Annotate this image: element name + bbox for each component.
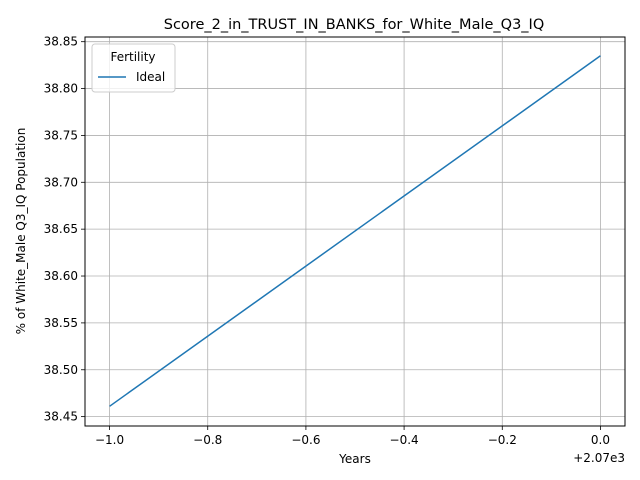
x-axis: −1.0 −0.8 −0.6 −0.4 −0.2 0.0 — [95, 426, 610, 447]
x-tick-label: −0.8 — [193, 433, 222, 447]
y-axis-label: % of White_Male Q3_IQ Population — [14, 128, 28, 335]
y-tick-label: 38.70 — [44, 175, 78, 189]
x-axis-offset-label: +2.07e3 — [573, 451, 625, 465]
y-tick-label: 38.75 — [44, 128, 78, 142]
y-tick-label: 38.55 — [44, 316, 78, 330]
series-layer — [109, 55, 601, 407]
legend: Fertility Ideal — [91, 43, 176, 93]
x-tick-label: 0.0 — [591, 433, 610, 447]
x-axis-label: Years — [338, 452, 371, 466]
y-axis: 38.45 38.50 38.55 38.60 38.65 38.70 38.75 38.80… — [44, 35, 85, 424]
y-tick-label: 38.80 — [44, 82, 78, 96]
x-tick-label: −0.2 — [488, 433, 517, 447]
legend-title: Fertility — [110, 50, 155, 64]
x-tick-label: −0.4 — [390, 433, 419, 447]
x-tick-label: −1.0 — [95, 433, 124, 447]
plot-area-frame — [84, 36, 626, 427]
legend-box — [91, 43, 176, 93]
x-tick-label: −0.6 — [291, 433, 320, 447]
series-line-ideal — [109, 55, 601, 407]
chart-title: Score_2_in_TRUST_IN_BANKS_for_White_Male… — [164, 17, 544, 33]
y-tick-label: 38.50 — [44, 363, 78, 377]
y-tick-label: 38.60 — [44, 269, 78, 283]
legend-label-ideal: Ideal — [136, 70, 165, 84]
y-tick-label: 38.65 — [44, 222, 78, 236]
grid — [85, 37, 625, 426]
y-tick-label: 38.85 — [44, 35, 78, 49]
y-tick-label: 38.45 — [44, 410, 78, 424]
